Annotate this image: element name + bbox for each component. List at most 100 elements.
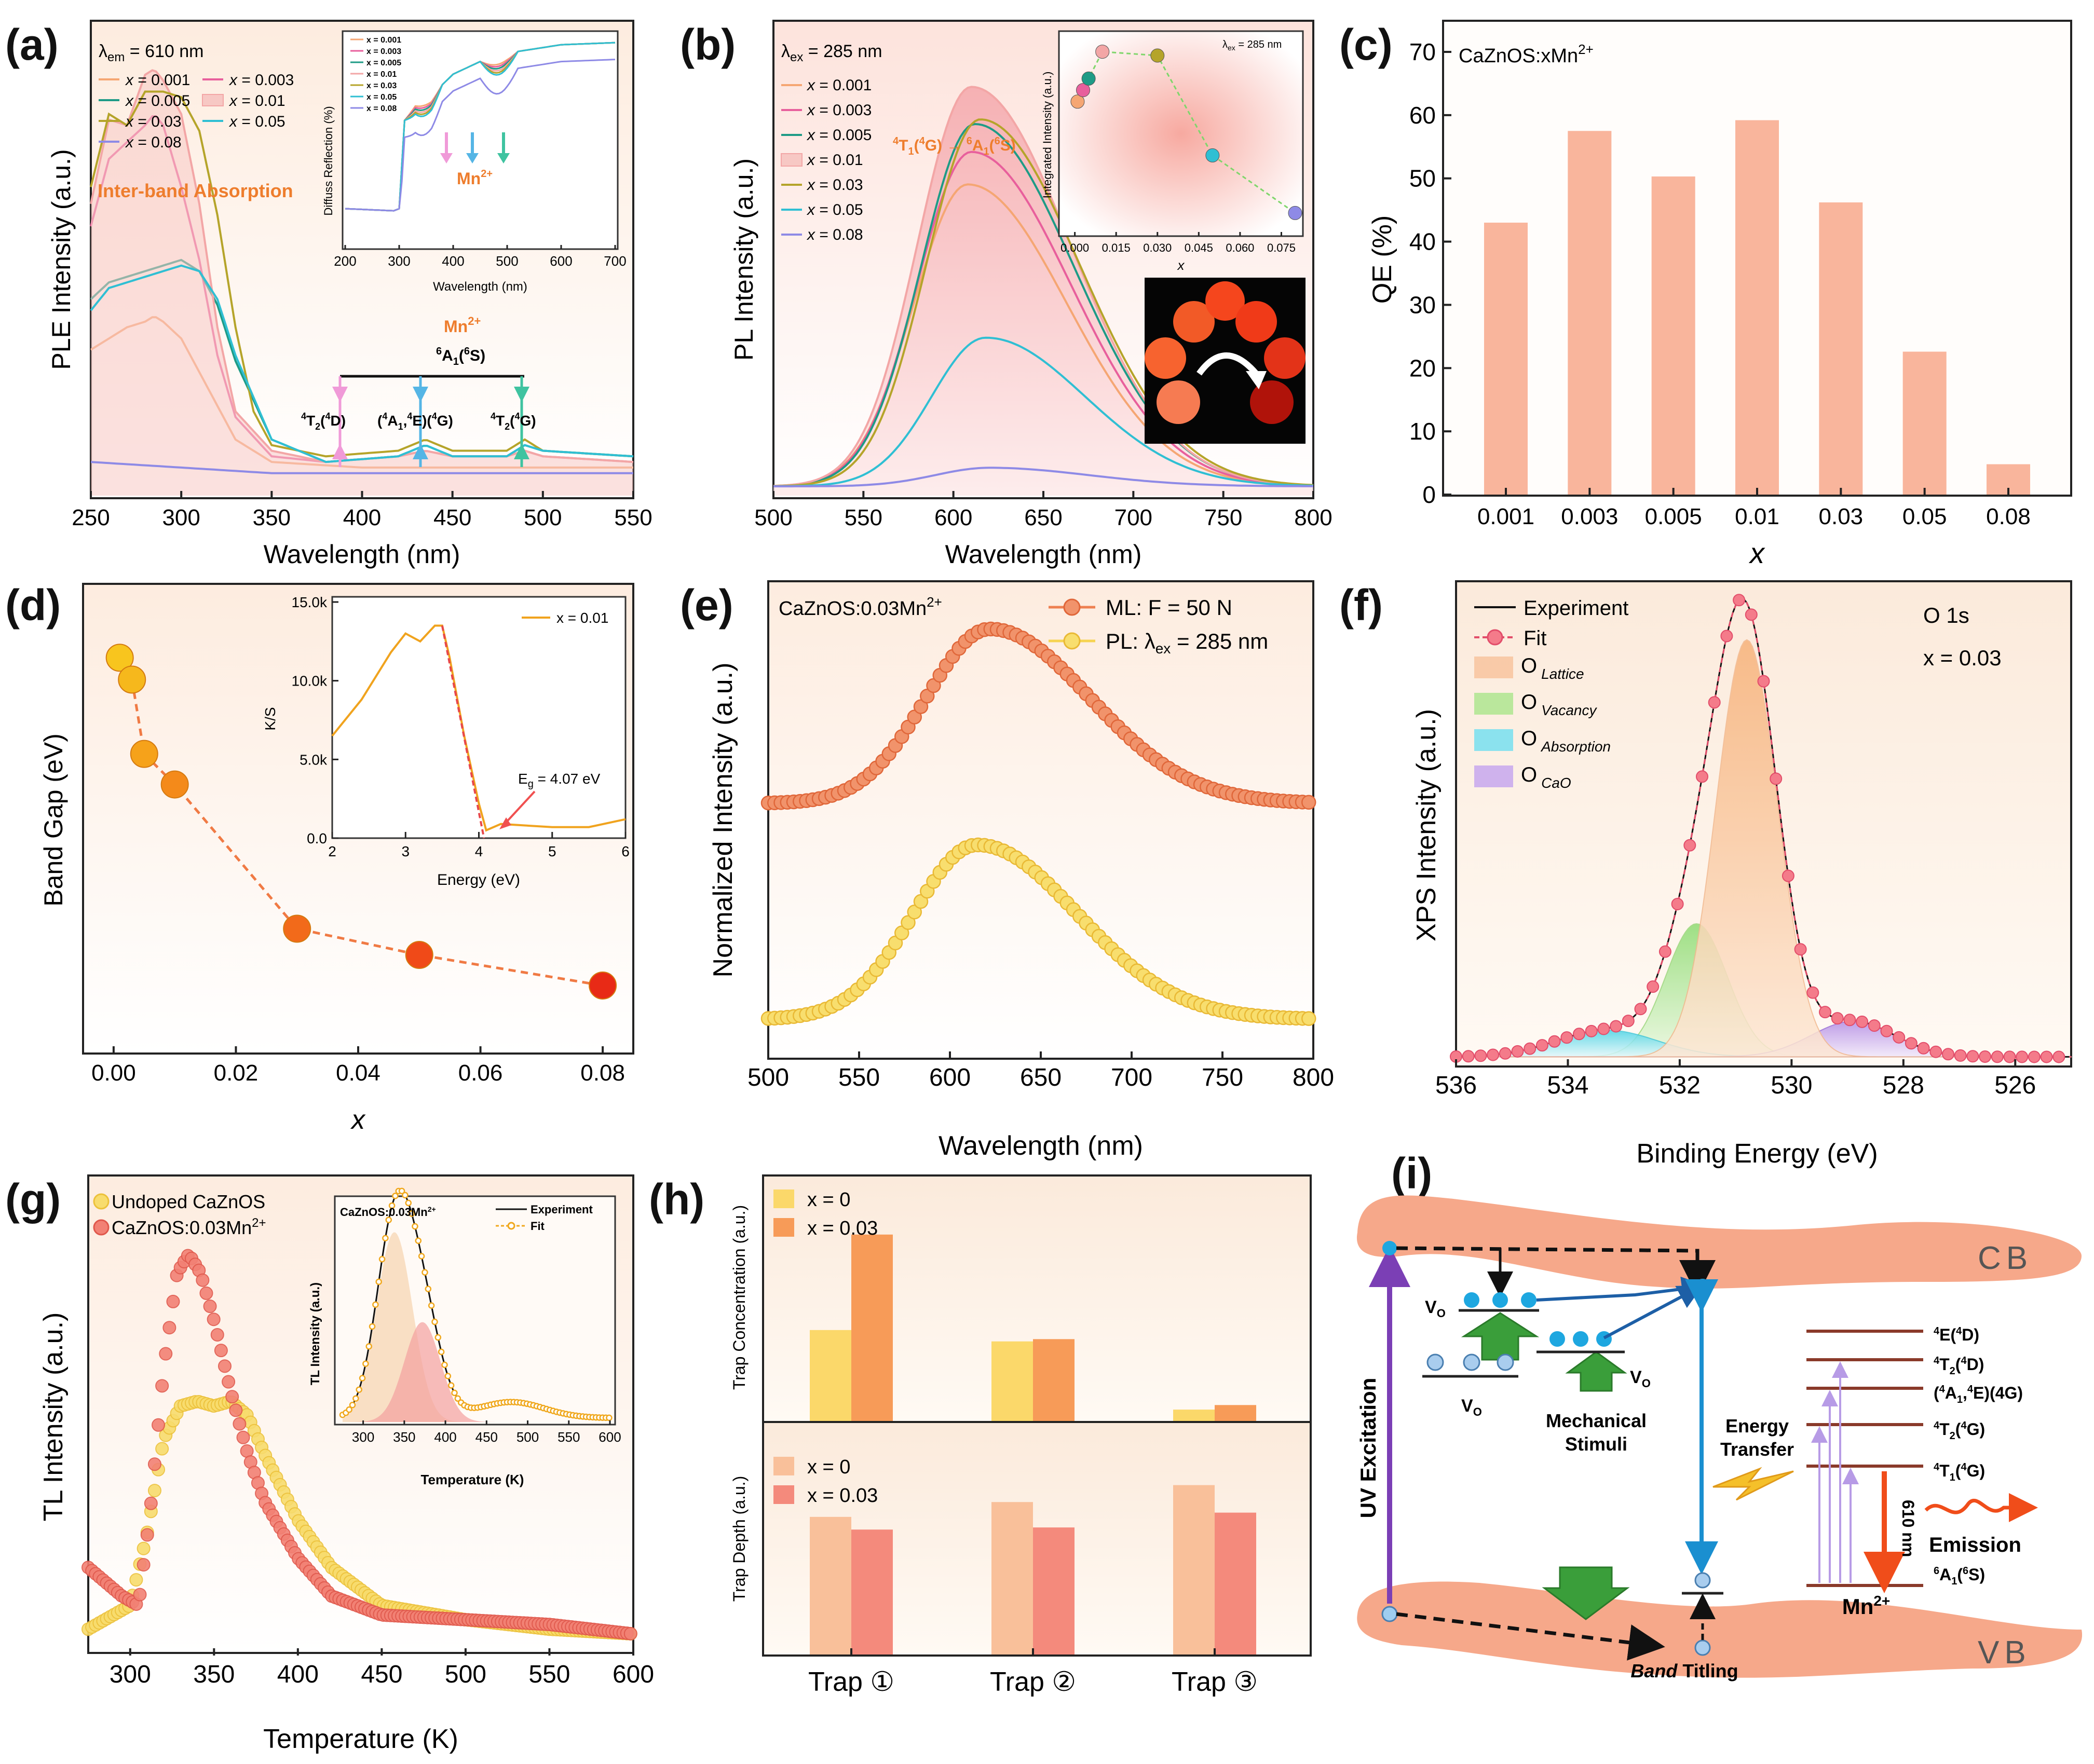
inset-g-point <box>451 1389 458 1397</box>
x-tick-a: 550 <box>614 505 652 530</box>
mn-levels: 610 nm 4E(4D) 4T2(4D) (4A1,4E)(4G) 4T2(4… <box>1806 1325 2038 1619</box>
xps-fit-point <box>1597 1022 1610 1035</box>
x-axis-label-d: x <box>350 1105 366 1135</box>
legend-a-item: x = 0.01 <box>228 92 285 110</box>
x-tick-b: 700 <box>1114 505 1152 530</box>
xps-fit-point <box>1733 594 1746 607</box>
tl-marker <box>196 1273 210 1287</box>
legend-a-item: x = 0.003 <box>228 72 294 89</box>
label-band-titling: Band Titling <box>1630 1660 1738 1681</box>
label-stimuli: Stimuli <box>1565 1433 1627 1455</box>
y-tick-c: 0 <box>1422 481 1436 508</box>
level-4a1-4e: (4A1,4E)(4G) <box>1934 1384 2023 1405</box>
label-transfer: Transfer <box>1720 1439 1794 1460</box>
x-axis-label-e: Wavelength (nm) <box>939 1131 1143 1161</box>
ple-curve-0.08 <box>90 461 633 474</box>
inset-g-point <box>415 1237 422 1244</box>
level-4e4d: 4E(4D) <box>1934 1325 1979 1344</box>
inset-d-xtick: 6 <box>621 843 630 859</box>
x-axis-label-g: Temperature (K) <box>263 1724 458 1754</box>
xps-fit-point <box>1757 675 1770 688</box>
inset-a-legend: x = 0.001 <box>366 36 401 45</box>
green-up-arrow-icon <box>1565 1351 1627 1392</box>
tag-o1s: O 1s <box>1923 603 1969 627</box>
panel-e: 500 550 600 650 700 750 800 Wavelength (nm) No… <box>708 580 1334 1161</box>
y-axis-label-g: TL Intensity (a.u.) <box>38 1312 69 1522</box>
legend-a-item: x = 0.03 <box>125 113 182 130</box>
xps-fit-point <box>2016 1050 2029 1063</box>
y-tick-c: 70 <box>1409 38 1436 65</box>
inset-a-xtick: 700 <box>604 253 626 269</box>
bandgap-point <box>160 770 189 799</box>
x-tick-f: 534 <box>1547 1072 1588 1099</box>
level-4t2-4g: 4T2(4G) <box>1934 1420 1985 1442</box>
legend-f-component: O Absorption <box>1521 727 1611 755</box>
tl-marker <box>129 1573 143 1587</box>
xps-fit-point <box>1622 1015 1635 1028</box>
label-transition-b: 4T1(4G) → 6A1(6S) <box>893 135 1016 157</box>
pl-curve-0.08 <box>773 467 1313 488</box>
bandgap-points <box>105 644 617 1000</box>
inset-d-xtick: 2 <box>328 843 336 859</box>
level-4t2-4d: 4T2(4D) <box>1934 1355 1984 1377</box>
inset-d-eg-arrow <box>502 790 536 826</box>
inset-b-xtick: 0.000 <box>1060 241 1089 254</box>
legend-b-item: x = 0.005 <box>806 127 872 144</box>
curved-arrow-icon <box>1196 352 1259 376</box>
inset-g-point <box>421 1269 428 1276</box>
xps-curves <box>1450 594 2072 1063</box>
legend-a: x = 0.001 x = 0.003 x = 0.005 x = 0.01 x = 0… <box>99 72 294 151</box>
panel-label-a: (a) <box>5 20 59 69</box>
xps-fit-point <box>1954 1049 1967 1062</box>
inset-a-legend: x = 0.05 <box>366 93 397 102</box>
x-tick-d: 0.00 <box>91 1060 136 1086</box>
x-tick-a: 450 <box>433 505 471 530</box>
y-tick-c: 20 <box>1409 354 1436 381</box>
legend-f-component: O Vacancy <box>1521 691 1597 718</box>
legend-f-component: O Lattice <box>1521 654 1584 682</box>
vb-band <box>1357 1581 2083 1678</box>
label-emission: Emission <box>1929 1534 2021 1556</box>
x-tick-f: 536 <box>1435 1072 1477 1099</box>
e-marker <box>901 915 916 930</box>
xps-fit-point <box>1905 1037 1918 1050</box>
x-ticks-d: 0.00 0.02 0.04 0.06 0.08 <box>91 1046 625 1086</box>
trap-depth-bar <box>1215 1512 1256 1654</box>
trap-conc-bar <box>1215 1405 1256 1421</box>
lambda-em-a: λem = 610 nm <box>99 42 204 64</box>
panel-i: CB VB UV Excitation VO VO VO Mechanical … <box>1356 1195 2083 1681</box>
legend-f-component: O CaO <box>1521 763 1571 791</box>
xps-fit-point <box>1745 608 1758 621</box>
inset-a-legend: x = 0.01 <box>366 70 397 79</box>
trap-depth-bar <box>1173 1485 1215 1654</box>
inset-a-legend: x = 0.03 <box>366 81 397 90</box>
label-ground-a: 6A1(6S) <box>436 346 485 367</box>
xps-fit-point <box>1770 772 1783 785</box>
x-tick-c: 0.08 <box>1986 504 2031 529</box>
inset-g-point <box>372 1301 379 1308</box>
tl-marker <box>203 1300 217 1314</box>
x-tick-e: 750 <box>1202 1064 1243 1091</box>
label-4a1-4e-4g: (4A1,4E)(4G) <box>377 411 453 432</box>
panel-a: 250 300 350 400 450 500 550 Wavelength (nm) PL… <box>47 20 652 569</box>
panel-g: 300 350 400 450 500 550 600 Temperature (K) TL… <box>38 1174 654 1754</box>
x-tick-a: 500 <box>524 505 562 530</box>
inset-a-curve <box>345 59 616 212</box>
inset-g-point <box>441 1361 448 1369</box>
ple-curve-0.05 <box>90 264 634 463</box>
tl-marker <box>222 1375 236 1389</box>
inset-b-xtick: 0.075 <box>1267 241 1296 254</box>
trap-conc-bar <box>991 1341 1033 1421</box>
inset-g-point <box>365 1343 372 1350</box>
inset-a-xtick: 500 <box>496 253 518 269</box>
xps-fit-point <box>1843 1014 1856 1027</box>
bandgap-point <box>405 941 433 969</box>
legend-f-fit: Fit <box>1524 627 1546 650</box>
xps-fit-point <box>1573 1028 1585 1041</box>
legend-h-bottom: x = 0.03 <box>807 1485 878 1507</box>
qe-bars: 0 10 20 30 40 50 60 70 0.001 0.003 0.005 0.01 0.03 0.… <box>1409 38 2031 529</box>
tl-marker <box>214 1344 228 1358</box>
inset-d-ytick: 10.0k <box>292 673 328 689</box>
legend-b-item: x = 0.01 <box>806 152 863 169</box>
x-tick-g: 450 <box>361 1661 402 1688</box>
